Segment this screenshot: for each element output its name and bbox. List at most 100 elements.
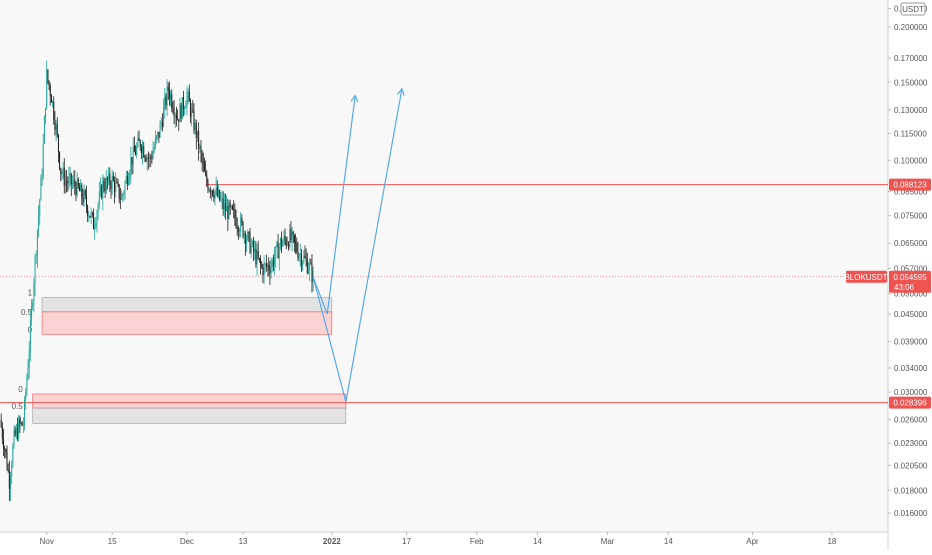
candle-body (265, 263, 267, 267)
zone-upper-gray (41, 297, 333, 313)
candle-body (71, 182, 73, 185)
candle-body (105, 177, 107, 191)
candle-body (31, 306, 33, 320)
price-tick-label: 0.075000 (894, 212, 928, 221)
candle-body (161, 122, 163, 127)
candle-body (182, 97, 184, 110)
candle-body (215, 187, 217, 192)
candle-body (291, 231, 293, 240)
symbol-tag-label: BLOKUSDT (844, 273, 887, 282)
candle-body (279, 238, 281, 247)
candle-body (310, 263, 312, 265)
candle-body (181, 97, 183, 119)
candle-body (4, 448, 6, 450)
candle-body (195, 123, 197, 139)
candle-body (210, 190, 212, 193)
candle-body (110, 184, 112, 189)
candle-body (207, 182, 209, 191)
candle-body (269, 270, 271, 274)
candle-body (54, 119, 56, 130)
candle-body (249, 232, 251, 253)
candle-body (189, 101, 191, 118)
zone-lower-gray (32, 407, 347, 424)
candle-body (118, 184, 120, 200)
price-tick-label: 0.026000 (894, 416, 928, 425)
candle-body (205, 171, 207, 176)
candle-body (20, 422, 22, 425)
candle-body (212, 190, 214, 196)
candle-body (295, 241, 297, 244)
candle-body (104, 188, 106, 191)
candle-body (142, 145, 144, 153)
level-price-tag (889, 396, 931, 409)
candle-body (297, 251, 299, 259)
candle-body (165, 96, 167, 106)
time-axis-panel (0, 532, 888, 550)
candle-body (154, 138, 156, 147)
candle-body (83, 190, 85, 203)
current-price-tag (889, 270, 931, 293)
candle-body (90, 212, 92, 218)
candle-body (77, 179, 79, 187)
candle-body (138, 138, 140, 141)
candle-body (216, 187, 218, 196)
candle-body (140, 146, 142, 153)
candle-body (199, 146, 201, 149)
price-tick-label: 0.039000 (894, 338, 928, 347)
candle-body (32, 303, 34, 307)
candle-body (302, 262, 304, 266)
price-tick-label: 0.115000 (894, 129, 927, 138)
candle-body (126, 176, 128, 185)
candle-body (188, 91, 190, 102)
candle-body (74, 179, 76, 187)
candle-body (248, 232, 250, 233)
candle-body (276, 242, 278, 247)
candle-body (115, 182, 117, 193)
candle-body (139, 140, 141, 147)
candle-body (156, 135, 158, 139)
candle-body (206, 175, 208, 183)
candle-body (203, 164, 205, 172)
time-tick-label: Nov (40, 537, 54, 546)
candle-body (234, 209, 236, 218)
projection-path-1[interactable] (312, 95, 356, 315)
candle-body (159, 123, 161, 138)
candle-body (232, 205, 234, 210)
time-tick-label: 15 (108, 537, 117, 546)
candle-body (70, 173, 72, 185)
candle-body (94, 226, 96, 229)
candle-body (14, 429, 16, 436)
candle-body (76, 179, 78, 196)
candle-body (46, 69, 48, 108)
candle-body (17, 427, 19, 439)
candle-body (117, 182, 119, 185)
candle-body (167, 86, 169, 91)
candle-body (63, 167, 65, 186)
candle-body (241, 218, 243, 223)
projection-path-2[interactable] (312, 88, 403, 403)
candle-body (11, 465, 13, 478)
time-tick-label: 14 (664, 537, 673, 546)
candle-body (12, 446, 14, 466)
candle-body (168, 90, 170, 99)
candle-body (175, 115, 177, 119)
candle-body (306, 259, 308, 273)
candle-body (121, 196, 123, 200)
price-tick-label: 0.065000 (894, 239, 928, 248)
candle-body (256, 250, 258, 265)
candle-body (73, 179, 75, 183)
price-tick-label: 0.045000 (894, 310, 928, 319)
candle-body (264, 263, 266, 265)
candle-body (153, 146, 155, 151)
projection-arrowhead (397, 87, 405, 96)
currency-badge[interactable] (900, 2, 926, 16)
candle-body (275, 246, 277, 258)
candle-body (160, 122, 162, 124)
price-tick-label: 0.057000 (894, 265, 928, 274)
candle-body (193, 110, 195, 131)
candle-body (49, 85, 51, 96)
candle-body (18, 419, 20, 439)
candle-body (229, 202, 231, 208)
